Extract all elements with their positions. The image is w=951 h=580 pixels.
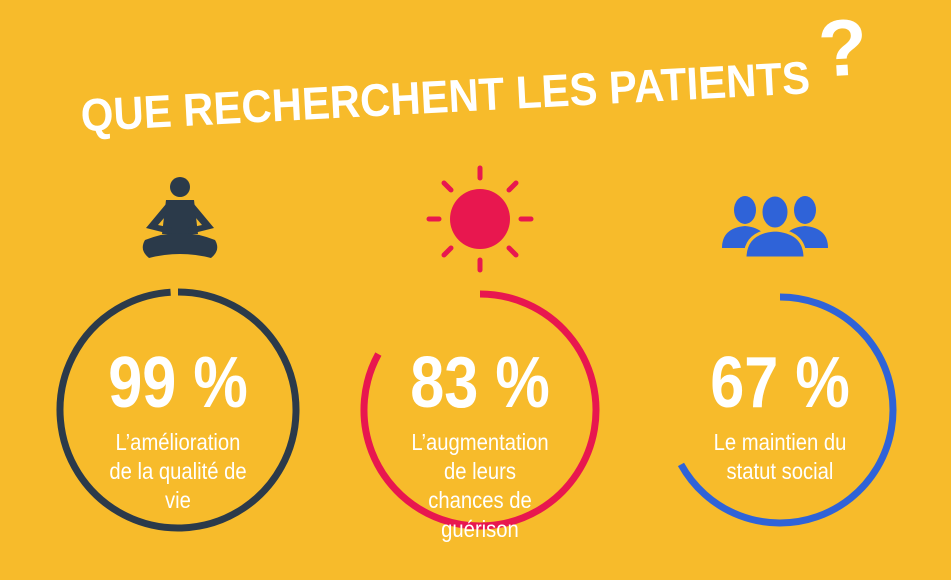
value-label: 99 % — [108, 343, 247, 423]
title-mark: ? — [816, 2, 869, 93]
meditation-icon — [142, 177, 218, 258]
value-label: 83 % — [410, 343, 549, 423]
title: QUE RECHERCHENT LES PATIENTS — [79, 51, 811, 141]
category-label: L’augmentation de leurs chances de guéri… — [411, 429, 549, 542]
progress-ring — [56, 288, 300, 532]
progress-ring — [677, 293, 897, 527]
value-label: 67 % — [710, 343, 849, 423]
category-label: Le maintien du statut social — [713, 429, 847, 484]
people-icon — [722, 193, 828, 260]
category-label: L’amélioration de la qualité de vie — [109, 429, 247, 513]
progress-ring — [360, 290, 600, 530]
sun-icon — [426, 165, 534, 273]
